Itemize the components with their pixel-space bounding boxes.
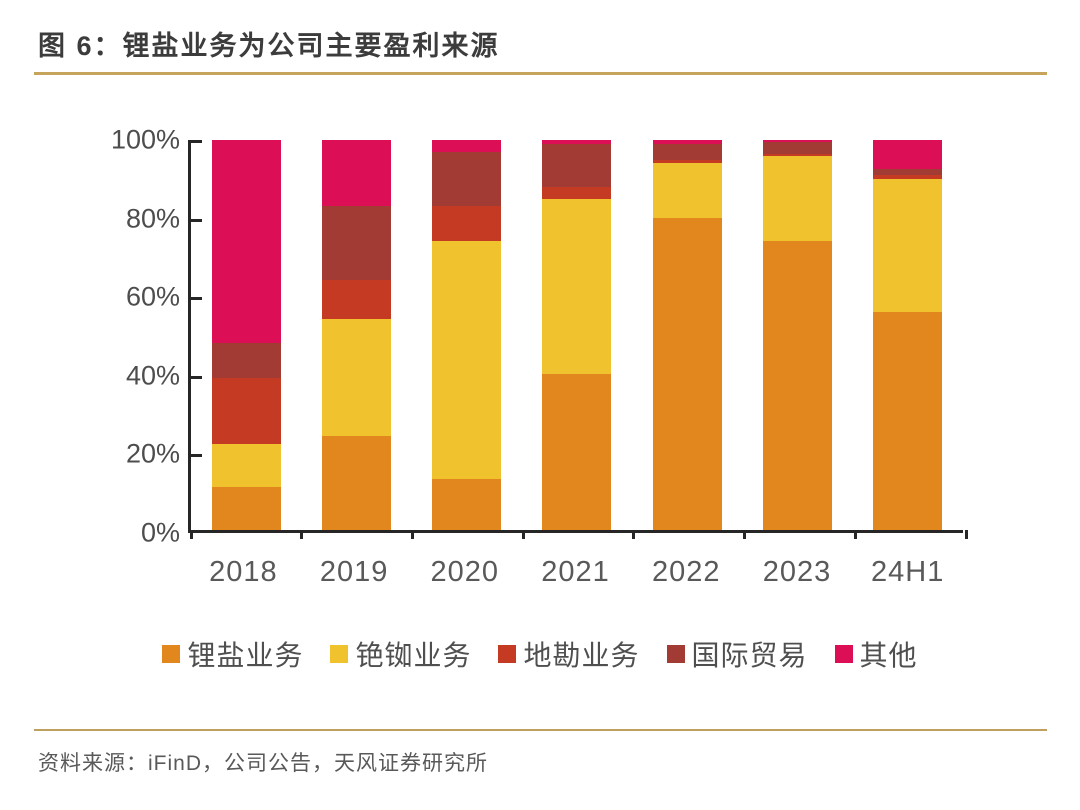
bar-segment-2018-锂盐业务: [211, 487, 281, 530]
bar-segment-2020-国际贸易: [432, 151, 502, 207]
bar-segment-24H1-国际贸易: [873, 169, 943, 176]
legend-item-国际贸易: 国际贸易: [666, 634, 808, 674]
y-axis-label-80%: 80%: [125, 203, 180, 234]
legend-label: 国际贸易: [691, 640, 808, 671]
bar-slot-2022: [632, 140, 742, 530]
legend-label: 地勘业务: [523, 640, 640, 671]
bar-segment-2021-铯铷业务: [542, 198, 612, 374]
bar-2023: [763, 140, 833, 530]
bar-slot-2023: [742, 140, 852, 530]
x-axis-label-2021: 2021: [541, 556, 610, 588]
x-axis-label-2022: 2022: [651, 556, 721, 588]
bar-segment-2019-其他: [321, 140, 391, 207]
bar-segment-2023-其他: [763, 140, 833, 142]
footer-divider: [34, 729, 1047, 731]
bar-segment-2021-国际贸易: [542, 143, 612, 187]
title-divider: [34, 72, 1047, 75]
bar-segment-2021-其他: [542, 140, 612, 144]
y-axis-label-60%: 60%: [125, 281, 180, 312]
x-tick-4: [632, 530, 636, 539]
y-tick-80: [191, 218, 202, 222]
x-axis-label-24H1: 24H1: [871, 556, 945, 588]
bar-segment-2023-地勘业务: [763, 153, 833, 156]
bar-segment-2022-锂盐业务: [652, 218, 722, 530]
y-tick-60: [191, 297, 202, 301]
x-axis-label-2020: 2020: [430, 556, 500, 588]
chart-legend: 锂盐业务 铯铷业务 地勘业务 国际贸易 其他: [0, 634, 1080, 674]
x-tick-7: [964, 530, 968, 539]
x-tick-2: [410, 530, 414, 539]
x-tick-5: [743, 530, 747, 539]
x-axis-label-2018: 2018: [209, 556, 278, 588]
y-axis-label-20%: 20%: [125, 438, 180, 469]
bar-segment-2020-其他: [432, 140, 502, 152]
bar-2021: [542, 140, 612, 530]
legend-swatch-icon: [162, 645, 181, 663]
x-tick-1: [300, 530, 304, 539]
y-tick-20: [191, 454, 202, 458]
bar-segment-2022-铯铷业务: [652, 163, 722, 218]
legend-label: 其他: [859, 640, 918, 671]
bar-slot-2021: [522, 140, 632, 530]
legend-swatch-icon: [330, 645, 349, 663]
bar-2022: [652, 140, 722, 530]
bar-2018: [211, 140, 281, 530]
figure-title: 图 6：锂盐业务为公司主要盈利来源: [38, 31, 500, 61]
x-tick-3: [521, 530, 525, 539]
bar-segment-2020-地勘业务: [432, 206, 502, 242]
y-tick-40: [191, 375, 202, 379]
bar-segment-24H1-铯铷业务: [873, 179, 943, 312]
bar-segment-2021-锂盐业务: [542, 374, 612, 530]
bar-slot-2018: [191, 140, 301, 530]
bar-slot-2019: [301, 140, 411, 530]
y-tick-100: [191, 140, 202, 143]
bar-segment-2022-地勘业务: [652, 159, 722, 164]
bar-slot-24H1: [853, 140, 963, 530]
bar-segment-24H1-地勘业务: [873, 175, 943, 180]
legend-label: 铯铷业务: [355, 640, 472, 671]
stacked-bar-chart: [188, 140, 968, 539]
bar-slot-2020: [412, 140, 522, 530]
x-axis-label-2023: 2023: [762, 556, 832, 588]
bar-24H1: [873, 140, 943, 530]
legend-swatch-icon: [666, 645, 685, 663]
x-axis-labels: 2018 2019 2020 2021 2022 2023 24H1: [188, 556, 963, 589]
bar-segment-2023-锂盐业务: [763, 241, 833, 530]
legend-item-其他: 其他: [834, 634, 918, 674]
x-axis-label-2019: 2019: [319, 556, 389, 588]
bar-segment-2022-其他: [652, 140, 722, 144]
legend-label: 锂盐业务: [187, 640, 304, 671]
bar-segment-2019-铯铷业务: [321, 319, 391, 437]
source-note: 资料来源：iFinD，公司公告，天风证券研究所: [38, 752, 489, 775]
legend-item-锂盐业务: 锂盐业务: [162, 634, 303, 674]
legend-swatch-icon: [834, 645, 853, 663]
bar-segment-2018-铯铷业务: [211, 444, 281, 488]
bar-segment-2019-国际贸易: [321, 206, 391, 281]
bar-segment-2023-铯铷业务: [763, 155, 833, 242]
legend-item-地勘业务: 地勘业务: [498, 634, 639, 674]
bar-segment-2020-铯铷业务: [432, 241, 502, 480]
bar-segment-2019-锂盐业务: [321, 436, 391, 530]
bar-segment-2023-国际贸易: [763, 141, 833, 154]
bar-segment-2018-其他: [211, 140, 281, 343]
bar-segment-2022-国际贸易: [652, 143, 722, 160]
bar-segment-2020-锂盐业务: [432, 479, 502, 530]
bar-segment-24H1-其他: [873, 140, 943, 170]
bar-2020: [432, 140, 502, 530]
x-tick-6: [853, 530, 857, 539]
bar-segment-2019-地勘业务: [321, 280, 391, 320]
x-tick-0: [189, 530, 193, 539]
y-axis-label-100%: 100%: [110, 124, 180, 155]
legend-swatch-icon: [498, 645, 517, 663]
bar-segment-2018-地勘业务: [211, 377, 281, 445]
bar-segment-2018-国际贸易: [211, 342, 281, 378]
y-axis-label-0%: 0%: [140, 517, 180, 548]
y-axis-label-40%: 40%: [125, 360, 180, 391]
bar-2019: [321, 140, 391, 530]
bar-segment-24H1-锂盐业务: [873, 311, 943, 530]
legend-item-铯铷业务: 铯铷业务: [330, 634, 471, 674]
bar-segment-2021-地勘业务: [542, 186, 612, 199]
